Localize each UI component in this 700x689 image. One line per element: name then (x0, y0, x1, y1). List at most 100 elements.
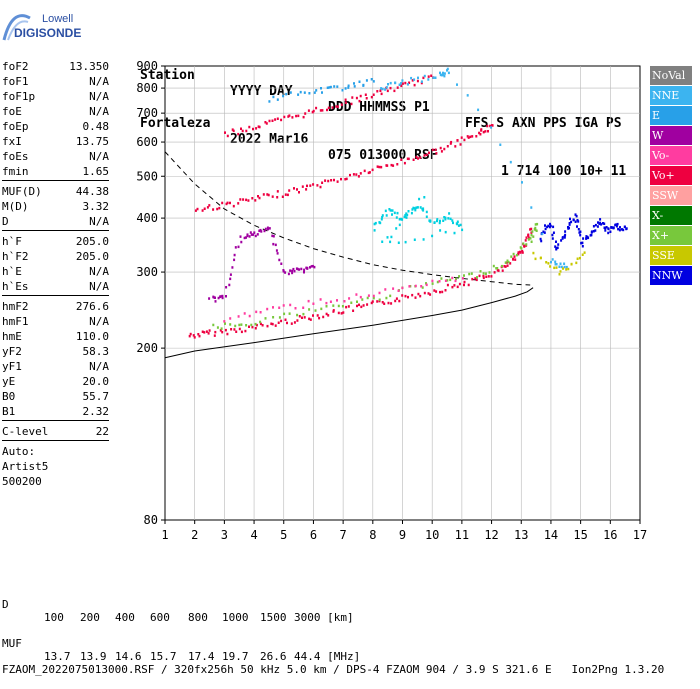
echo-point (576, 225, 578, 228)
echo-point (282, 94, 285, 98)
echo-point (306, 266, 309, 270)
echo-point (575, 261, 578, 265)
echo-point (212, 323, 215, 327)
echo-point (416, 79, 419, 83)
echo-point (522, 242, 525, 245)
echo-point (208, 204, 211, 207)
echo-point (370, 301, 373, 305)
echo-point (378, 165, 381, 169)
echo-point (425, 283, 428, 287)
echo-point (574, 220, 577, 223)
echo-point (579, 233, 582, 237)
x-tick-label: 10 (425, 528, 439, 542)
param-name: hmF1 (2, 315, 29, 328)
echo-point (381, 87, 384, 91)
echo-point (309, 266, 311, 269)
echo-point (245, 324, 248, 327)
param-row: yF2 58.3 (2, 344, 109, 359)
echo-point (361, 298, 364, 301)
echo-point (554, 245, 557, 248)
echo-point (217, 296, 220, 300)
param-row: h`F 205.0 (2, 234, 109, 249)
trace-sse (532, 251, 586, 276)
echo-point (312, 183, 315, 186)
echo-point (254, 327, 257, 330)
param-name: B1 (2, 405, 16, 418)
echo-point (392, 287, 395, 290)
echo-point (615, 223, 618, 226)
echo-point (530, 206, 533, 209)
echo-point (271, 234, 274, 238)
echo-point (221, 294, 224, 298)
echo-point (583, 251, 586, 254)
echo-point (272, 316, 275, 319)
echo-point (287, 272, 290, 276)
echo-point (219, 295, 222, 298)
echo-point (404, 81, 407, 85)
echo-point (493, 271, 496, 274)
echo-point (358, 80, 361, 83)
echo-point (391, 209, 394, 212)
param-row: hmF2 276.6 (2, 299, 109, 314)
echo-point (234, 246, 237, 249)
echo-point (411, 293, 414, 297)
echo-point (316, 314, 319, 317)
echo-point (308, 308, 311, 311)
param-row: M(D) 3.32 (2, 199, 109, 214)
echo-point (291, 116, 294, 119)
echo-point (427, 78, 430, 81)
echo-point (358, 303, 360, 307)
echo-point (321, 91, 323, 94)
param-name: h`E (2, 265, 22, 278)
param-row: yE 20.0 (2, 374, 109, 389)
echo-point (230, 328, 233, 331)
param-row: yF1 N/A (2, 359, 109, 374)
echo-point (196, 207, 199, 211)
echo-point (292, 267, 295, 271)
echo-point (244, 329, 247, 333)
echo-point (336, 299, 338, 302)
echo-point (385, 86, 388, 89)
echo-point (363, 169, 366, 173)
echo-point (340, 103, 343, 106)
echo-point (373, 229, 376, 232)
echo-point (417, 76, 419, 80)
echo-point (466, 94, 469, 97)
echo-point (316, 184, 319, 187)
echo-point (463, 280, 466, 284)
footer: D 100 200 400 600 800 1000 1500 3000 [km] MUF 1… (2, 559, 664, 689)
echo-point (408, 81, 411, 84)
echo-point (596, 225, 599, 228)
footer-distance-value: 100 (44, 611, 64, 624)
footer-distance-value: 3000 [km] (294, 611, 354, 624)
echo-point (381, 240, 384, 243)
echo-point (539, 256, 542, 260)
echo-point (259, 311, 262, 314)
echo-point (438, 221, 441, 225)
echo-point (535, 229, 538, 232)
echo-point (297, 93, 300, 96)
echo-point (373, 222, 376, 226)
echo-point (484, 272, 487, 275)
echo-point (351, 96, 354, 99)
echo-point (406, 213, 409, 217)
echo-point (248, 314, 251, 318)
echo-point (422, 207, 425, 210)
echo-point (559, 262, 562, 265)
header-station-label: Station (140, 68, 195, 83)
echo-point (319, 298, 322, 301)
echo-point (578, 231, 581, 234)
echo-point (390, 235, 393, 239)
echo-point (357, 175, 360, 178)
header-ffs-value: 1 714 100 10+ 11 (501, 164, 627, 179)
footer-muf-value: 17.4 (188, 650, 215, 663)
echo-point (201, 209, 204, 212)
footer-distance-row: D 100 200 400 600 800 1000 1500 3000 [km] (2, 585, 664, 624)
echo-point (296, 313, 299, 317)
echo-point (364, 93, 367, 96)
echo-point (381, 214, 384, 217)
autoscaling-line: 500200 (2, 475, 42, 488)
legend-item: NNW (650, 266, 692, 285)
echo-point (558, 265, 561, 268)
echo-point (443, 216, 446, 219)
